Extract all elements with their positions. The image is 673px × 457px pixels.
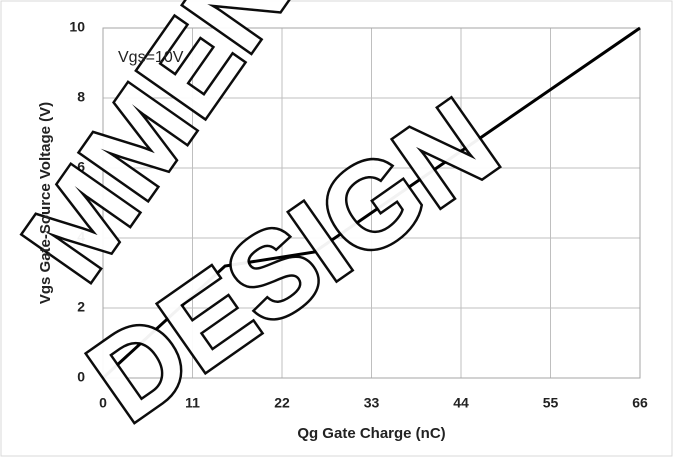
x-tick-label: 66 bbox=[632, 395, 648, 411]
x-tick-label: 55 bbox=[543, 395, 559, 411]
x-tick-label: 22 bbox=[274, 395, 290, 411]
y-tick-label: 2 bbox=[77, 299, 85, 315]
plot-border bbox=[102, 27, 641, 379]
y-tick-label: 6 bbox=[77, 159, 85, 175]
annotation: Vgs=10V bbox=[118, 49, 184, 66]
x-tick-label: 11 bbox=[185, 395, 200, 411]
data-line bbox=[101, 26, 641, 380]
x-tick-label: 44 bbox=[453, 395, 469, 411]
y-tick-label: 8 bbox=[77, 89, 85, 105]
y-tick-label: 4 bbox=[77, 229, 85, 245]
x-tick-label: 33 bbox=[364, 395, 380, 411]
y-tick-label: 0 bbox=[77, 369, 85, 385]
x-tick-label: 0 bbox=[99, 395, 107, 411]
x-axis-label: Qg Gate Charge (nC) bbox=[297, 425, 445, 442]
y-tick-label: 10 bbox=[69, 19, 85, 35]
y-axis-label: Vgs Gate-Source Voltage (V) bbox=[37, 102, 54, 304]
